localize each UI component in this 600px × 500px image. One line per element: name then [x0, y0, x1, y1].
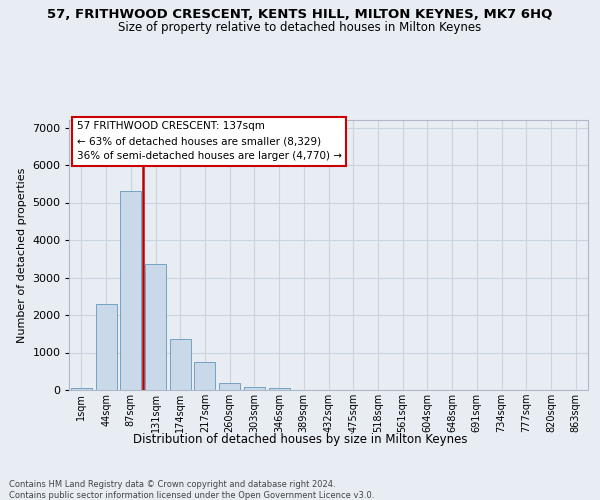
Bar [120, 191, 141, 390]
Bar [71, 388, 92, 390]
Text: Contains HM Land Registry data © Crown copyright and database right 2024.
Contai: Contains HM Land Registry data © Crown c… [9, 480, 374, 500]
Bar [269, 388, 290, 390]
Bar [170, 340, 191, 390]
Bar [194, 362, 215, 390]
Bar [244, 386, 265, 390]
Text: Distribution of detached houses by size in Milton Keynes: Distribution of detached houses by size … [133, 432, 467, 446]
Text: 57 FRITHWOOD CRESCENT: 137sqm
← 63% of detached houses are smaller (8,329)
36% o: 57 FRITHWOOD CRESCENT: 137sqm ← 63% of d… [77, 122, 342, 161]
Text: 57, FRITHWOOD CRESCENT, KENTS HILL, MILTON KEYNES, MK7 6HQ: 57, FRITHWOOD CRESCENT, KENTS HILL, MILT… [47, 8, 553, 20]
Bar [95, 304, 116, 390]
Text: Size of property relative to detached houses in Milton Keynes: Size of property relative to detached ho… [118, 21, 482, 34]
Y-axis label: Number of detached properties: Number of detached properties [17, 168, 27, 342]
Bar [219, 384, 240, 390]
Bar [145, 264, 166, 390]
